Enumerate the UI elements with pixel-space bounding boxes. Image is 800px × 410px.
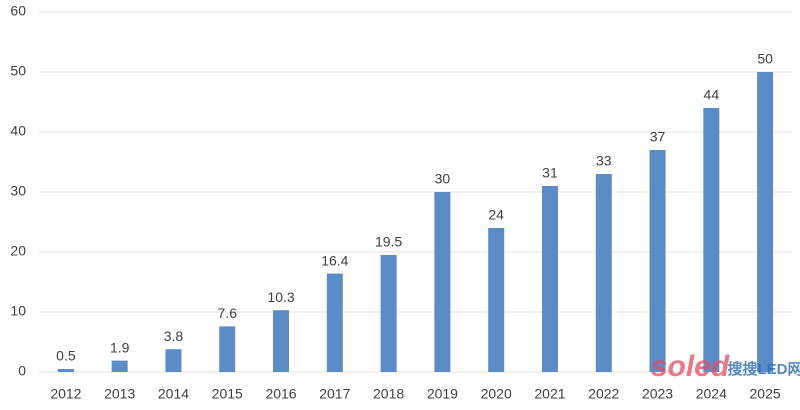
watermark: soled — [651, 350, 730, 383]
bar — [111, 360, 128, 372]
data-label: 16.4 — [321, 252, 348, 268]
bar — [595, 174, 612, 372]
data-label: 31 — [542, 165, 558, 181]
data-label: 7.6 — [218, 305, 238, 321]
x-tick-label: 2012 — [50, 386, 81, 402]
data-label: 30 — [435, 171, 451, 187]
x-tick-label: 2014 — [158, 386, 189, 402]
data-label: 1.9 — [110, 339, 130, 355]
x-tick-label: 2015 — [212, 386, 243, 402]
data-label: 24 — [488, 207, 504, 223]
y-tick-label: 0 — [18, 363, 26, 379]
x-tick-label: 2021 — [534, 386, 565, 402]
bar — [380, 255, 397, 372]
data-label: 44 — [704, 87, 720, 103]
y-tick-label: 30 — [10, 183, 26, 199]
y-tick-label: 50 — [10, 63, 26, 79]
watermark-2: 搜搜LED网 — [727, 360, 800, 378]
bar — [165, 349, 182, 372]
x-tick-label: 2018 — [373, 386, 404, 402]
data-label: 19.5 — [375, 234, 402, 250]
y-tick-label: 10 — [10, 303, 26, 319]
x-tick-label: 2022 — [588, 386, 619, 402]
x-tick-label: 2023 — [642, 386, 673, 402]
x-tick-label: 2020 — [481, 386, 512, 402]
data-label: 10.3 — [267, 289, 294, 305]
x-tick-label: 2019 — [427, 386, 458, 402]
data-label: 0.5 — [56, 348, 76, 364]
y-tick-label: 60 — [10, 3, 26, 19]
data-label: 50 — [757, 51, 773, 67]
bar — [703, 108, 720, 372]
bar — [488, 228, 505, 372]
data-label: 33 — [596, 153, 612, 169]
bar — [326, 273, 343, 372]
y-tick-label: 40 — [10, 123, 26, 139]
bar — [434, 192, 451, 372]
data-label: 37 — [650, 129, 666, 145]
bar — [273, 310, 290, 372]
bar — [649, 150, 666, 372]
bar — [57, 369, 74, 372]
y-tick-label: 20 — [10, 243, 26, 259]
x-tick-label: 2025 — [750, 386, 781, 402]
x-tick-label: 2013 — [104, 386, 135, 402]
bar — [541, 186, 558, 372]
data-label: 3.8 — [164, 328, 184, 344]
x-tick-label: 2017 — [319, 386, 350, 402]
x-tick-label: 2016 — [265, 386, 296, 402]
bar — [757, 72, 774, 372]
x-tick-label: 2024 — [696, 386, 727, 402]
bar — [219, 326, 236, 372]
